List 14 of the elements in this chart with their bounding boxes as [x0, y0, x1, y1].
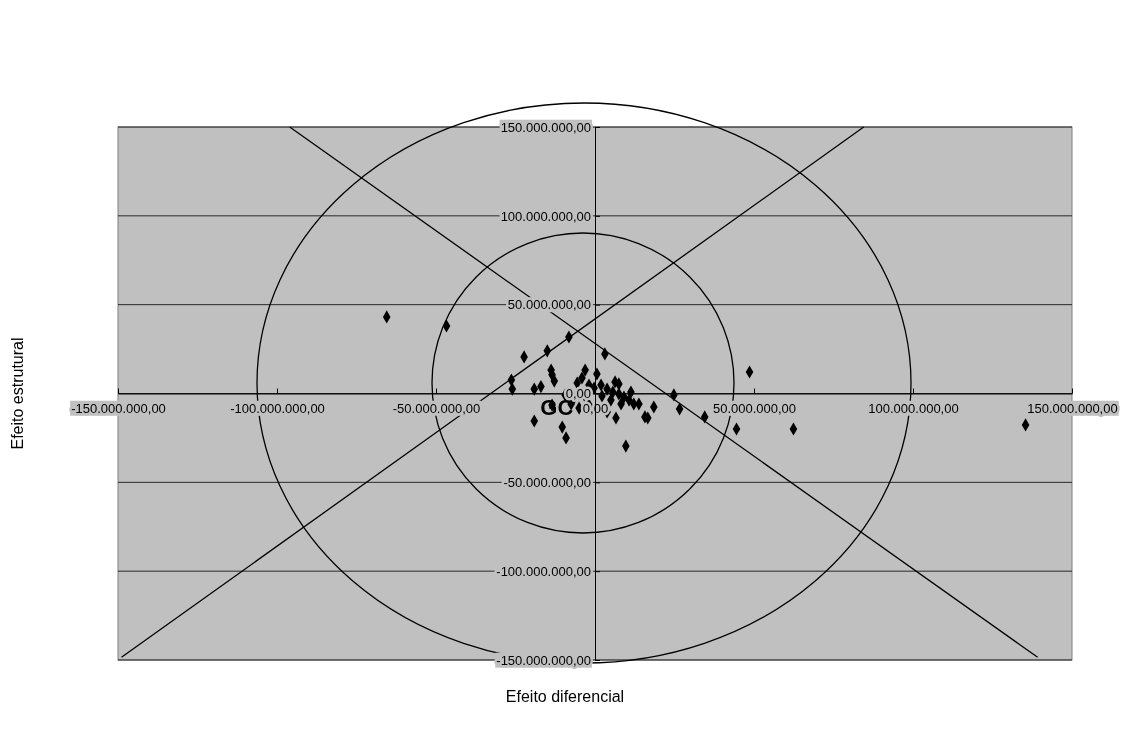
y-tick-label: -150.000.000,00: [496, 652, 591, 668]
y-tick-label: -50.000.000,00: [503, 474, 591, 490]
y-tick-label: -100.000.000,00: [496, 563, 591, 579]
x-tick-label: 150.000.000,00: [1027, 400, 1118, 416]
x-tick-label: -100.000.000,00: [230, 400, 325, 416]
x-tick-label: -50.000.000,00: [392, 400, 481, 416]
x-tick-label: 50.000.000,00: [712, 400, 797, 416]
x-tick-label: 100.000.000,00: [868, 400, 959, 416]
y-tick-label: 50.000.000,00: [507, 297, 591, 313]
y-tick-label: 150.000.000,00: [500, 119, 591, 135]
x-axis-title: Efeito diferencial: [505, 688, 625, 705]
y-tick-label: 100.000.000,00: [500, 208, 591, 224]
y-axis-title: Efeito estrutural: [9, 337, 26, 450]
x-tick-label: -150.000.000,00: [71, 400, 166, 416]
